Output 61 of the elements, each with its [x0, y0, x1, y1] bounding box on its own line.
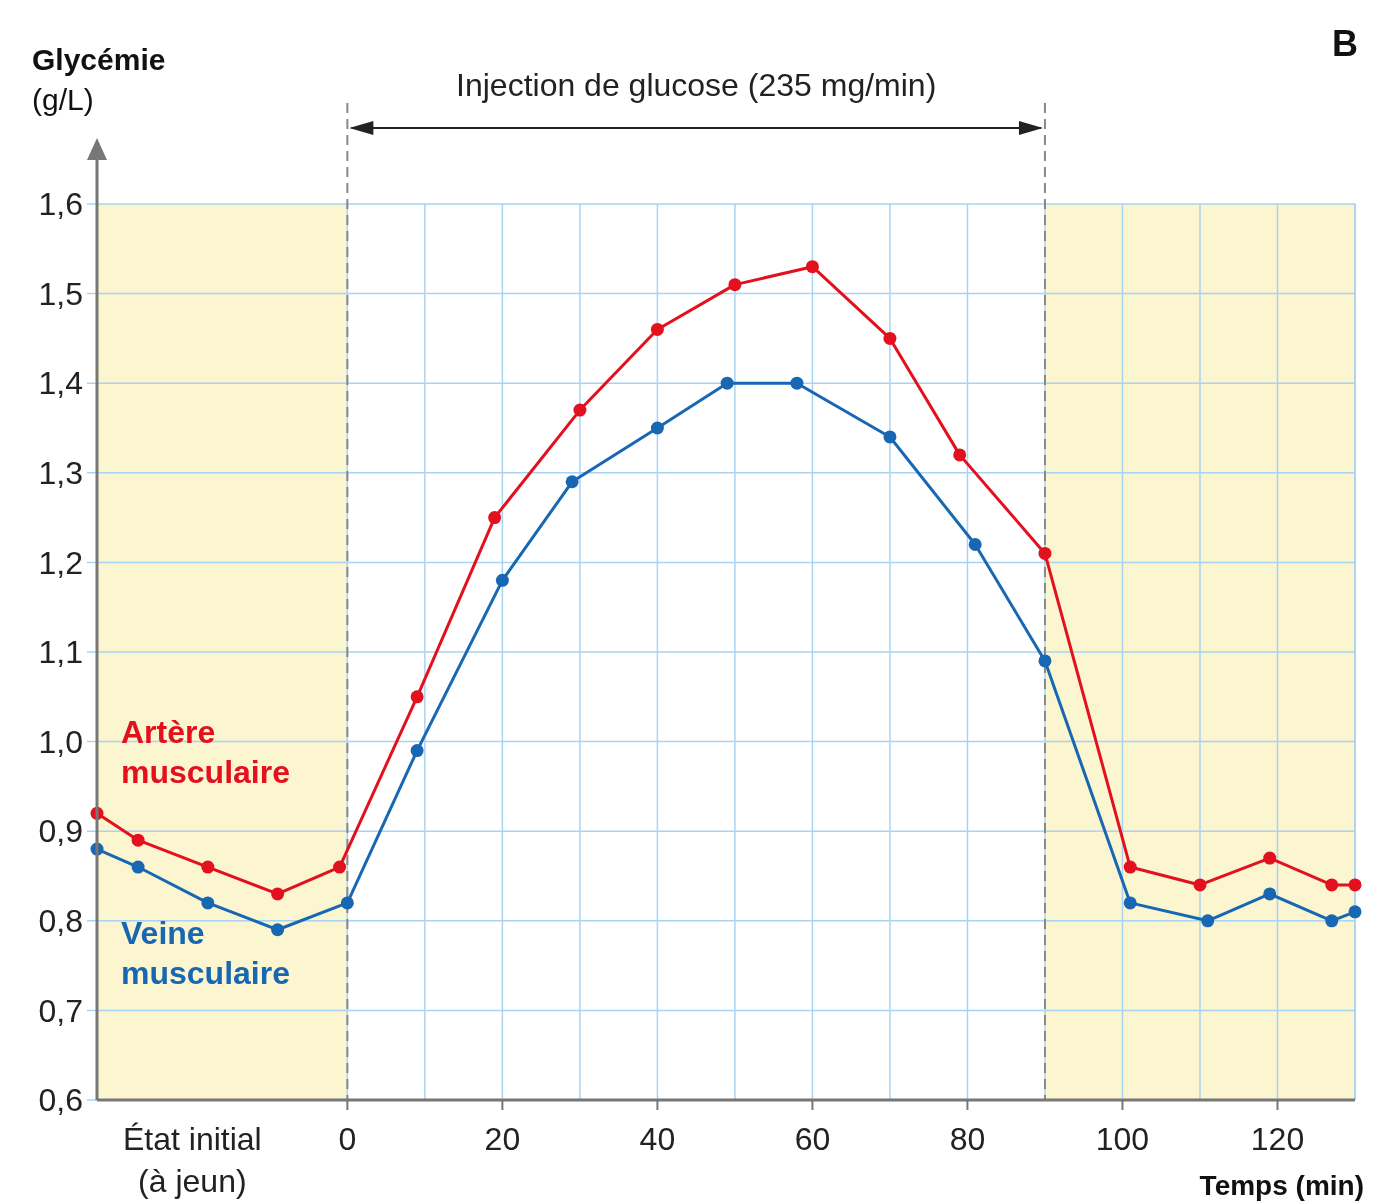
point: [650, 421, 664, 435]
point: [333, 860, 347, 874]
point: [650, 322, 664, 336]
point: [728, 278, 742, 292]
point: [340, 896, 354, 910]
series-label: Veine musculaire: [121, 915, 290, 992]
point: [271, 887, 285, 901]
y-tick-label: 1,0: [38, 723, 83, 760]
point: [1123, 896, 1137, 910]
point: [1201, 914, 1215, 928]
y-tick-label: 0,7: [38, 992, 83, 1029]
point: [1193, 878, 1207, 892]
x-tick-label: 100: [1095, 1121, 1150, 1157]
y-tick-label: 1,6: [38, 186, 83, 223]
y-tick-label: 1,2: [38, 544, 83, 581]
text: Injection de glucose (235 mg/min): [456, 67, 937, 103]
point: [1123, 860, 1137, 874]
point: [488, 511, 502, 525]
point: [410, 690, 424, 704]
x-tick-label: 20: [484, 1121, 521, 1157]
x-tick-label: 60: [794, 1121, 831, 1157]
point: [720, 376, 734, 390]
point: [1038, 654, 1052, 668]
point: [883, 331, 897, 345]
point: [1263, 851, 1277, 865]
y-tick-label: 0,9: [38, 813, 83, 850]
point: [573, 403, 587, 417]
y-tick-label: 0,6: [38, 1082, 83, 1119]
x-tick-label: 0: [338, 1121, 357, 1157]
y-tick-label: 1,3: [38, 455, 83, 491]
point: [805, 260, 819, 274]
x-tick-label: État initial (à jeun): [122, 1121, 262, 1199]
point: [1038, 546, 1052, 560]
point: [1348, 905, 1362, 919]
point: [1263, 887, 1277, 901]
x-tick-label: 120: [1250, 1121, 1305, 1157]
point: [271, 923, 285, 937]
point: [410, 744, 424, 758]
point: [790, 376, 804, 390]
point: [1348, 878, 1362, 892]
y-tick-label: 0,8: [38, 903, 83, 939]
point: [1325, 914, 1339, 928]
text: B: [1332, 23, 1358, 64]
point: [495, 573, 509, 587]
series-label: Artère musculaire: [121, 714, 290, 791]
point: [131, 860, 145, 874]
point: [131, 833, 145, 847]
x-axis-title: Temps (min): [1199, 1170, 1364, 1201]
point: [201, 896, 215, 910]
y-tick-label: 1,5: [38, 275, 83, 312]
point: [201, 860, 215, 874]
y-tick-label: 1,1: [38, 634, 83, 671]
point: [968, 537, 982, 551]
x-tick-label: 80: [949, 1121, 986, 1157]
point: [883, 430, 897, 444]
point: [1325, 878, 1339, 892]
point: [565, 475, 579, 489]
y-tick-label: 1,4: [38, 365, 83, 402]
y-axis-title: Glycémie (g/L): [32, 43, 166, 116]
point: [953, 448, 967, 462]
x-tick-label: 40: [639, 1121, 676, 1157]
